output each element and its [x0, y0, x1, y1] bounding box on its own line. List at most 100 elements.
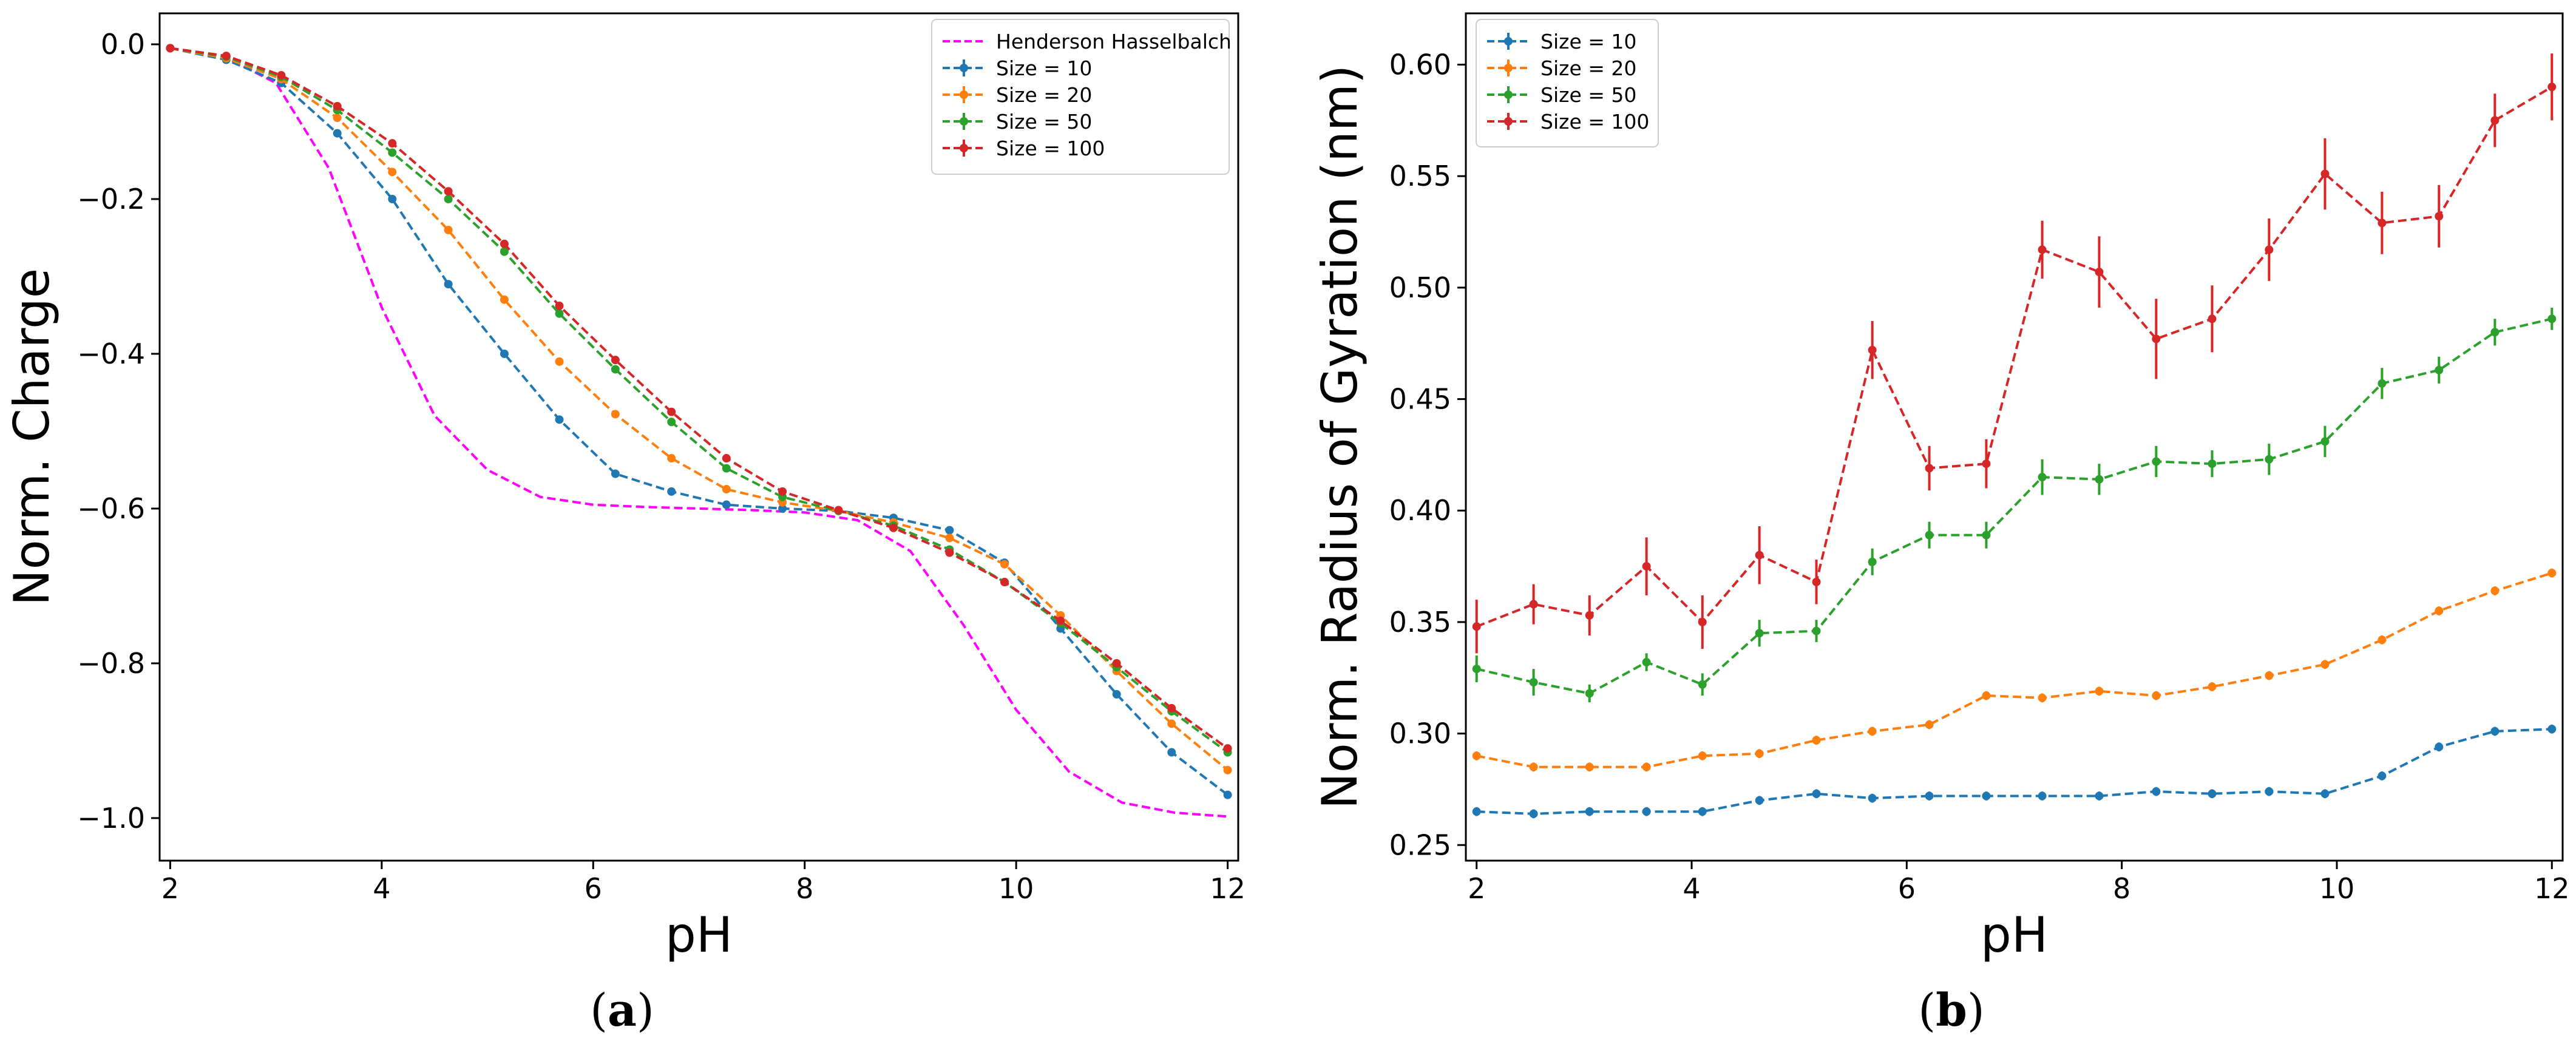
- data-point: [722, 500, 731, 509]
- data-point: [333, 101, 342, 110]
- data-point: [2378, 635, 2387, 645]
- data-point: [2265, 671, 2274, 680]
- data-point: [2320, 437, 2330, 446]
- data-point: [611, 365, 620, 374]
- data-point: [388, 139, 397, 148]
- y-tick-label: 0.40: [1389, 494, 1451, 527]
- data-point: [611, 356, 620, 365]
- plot-frame: [1465, 12, 2564, 862]
- data-point: [2208, 789, 2217, 798]
- data-point: [1868, 794, 1877, 803]
- data-point: [500, 247, 509, 256]
- y-tick-label: 0.30: [1389, 717, 1451, 750]
- data-point: [2490, 727, 2500, 736]
- x-tick-label: 10: [2319, 872, 2355, 905]
- legend-box: [1476, 19, 1659, 147]
- data-point: [611, 410, 620, 419]
- data-point: [1982, 791, 1991, 801]
- x-axis-title: pH: [1981, 907, 2048, 963]
- legend-marker: [960, 64, 968, 72]
- data-point: [2152, 787, 2161, 796]
- data-point: [1925, 464, 1934, 473]
- legend-label: Size = 20: [1541, 56, 1636, 80]
- data-point: [1812, 789, 1821, 798]
- data-point: [388, 194, 397, 203]
- data-point: [778, 504, 787, 513]
- y-tick-label: 0.60: [1389, 48, 1451, 81]
- data-point: [1982, 691, 1991, 700]
- data-point: [1472, 622, 1481, 631]
- legend-label: Size = 50: [1541, 83, 1636, 107]
- series-size-20: [1472, 568, 2557, 772]
- series-line: [1476, 86, 2553, 628]
- data-point: [778, 487, 787, 496]
- data-point: [1529, 762, 1538, 771]
- data-point: [2435, 606, 2444, 615]
- data-point: [945, 548, 954, 557]
- legend-marker: [1504, 64, 1513, 72]
- data-point: [1223, 744, 1232, 753]
- data-point: [1529, 600, 1538, 609]
- data-point: [722, 464, 731, 473]
- legend: Size = 10 Size = 20 Size = 50 Size = 100: [1476, 19, 1659, 147]
- data-point: [2095, 791, 2104, 801]
- data-point: [444, 187, 453, 196]
- x-tick-label: 4: [1683, 872, 1700, 905]
- data-point: [2095, 475, 2104, 484]
- data-point: [2208, 314, 2217, 323]
- series-line: [170, 47, 1229, 750]
- data-point: [2320, 789, 2330, 798]
- caption-a: (a): [590, 984, 654, 1037]
- data-point: [500, 295, 509, 304]
- data-point: [1698, 617, 1707, 626]
- series-size-100: [166, 44, 1232, 753]
- data-point: [388, 168, 397, 177]
- series-line: [170, 47, 1228, 818]
- data-point: [2038, 693, 2047, 702]
- data-point: [555, 357, 564, 366]
- y-tick-label: 0.25: [1389, 828, 1451, 861]
- data-point: [1112, 689, 1121, 699]
- data-point: [889, 523, 898, 532]
- x-tick-label: 12: [1210, 872, 1246, 905]
- data-point: [2378, 771, 2387, 781]
- plot-frame: [158, 12, 1239, 862]
- data-point: [500, 239, 509, 248]
- x-axis-title: pH: [665, 907, 733, 963]
- series-line: [170, 47, 1229, 754]
- data-point: [2208, 459, 2217, 469]
- data-point: [1167, 748, 1176, 757]
- data-point: [1868, 727, 1877, 736]
- legend-label: Size = 20: [996, 83, 1092, 107]
- series-henderson-hasselbalch: [170, 47, 1228, 818]
- data-point: [444, 225, 453, 234]
- data-point: [444, 194, 453, 203]
- data-point: [2490, 116, 2500, 125]
- x-tick-label: 6: [585, 872, 602, 905]
- data-point: [722, 454, 731, 463]
- data-point: [1585, 807, 1594, 816]
- data-point: [2265, 787, 2274, 796]
- legend-label: Size = 50: [996, 110, 1092, 134]
- data-point: [1925, 530, 1934, 540]
- data-point: [2435, 742, 2444, 751]
- x-tick-label: 12: [2534, 872, 2570, 905]
- data-point: [945, 533, 954, 543]
- legend-box: [931, 19, 1230, 175]
- data-point: [2208, 682, 2217, 691]
- data-point: [1755, 749, 1764, 758]
- y-tick-label: 0.50: [1389, 271, 1451, 304]
- data-point: [1698, 751, 1707, 760]
- series-line: [1476, 317, 2552, 695]
- legend-label: Henderson Hasselbalch: [996, 30, 1232, 53]
- data-point: [1472, 751, 1481, 760]
- x-tick-label: 8: [796, 872, 813, 905]
- data-point: [2038, 245, 2047, 254]
- data-point: [1472, 665, 1481, 674]
- data-point: [166, 44, 175, 53]
- data-point: [1925, 720, 1934, 729]
- data-point: [2038, 473, 2047, 482]
- data-point: [2547, 314, 2557, 323]
- data-point: [945, 526, 954, 535]
